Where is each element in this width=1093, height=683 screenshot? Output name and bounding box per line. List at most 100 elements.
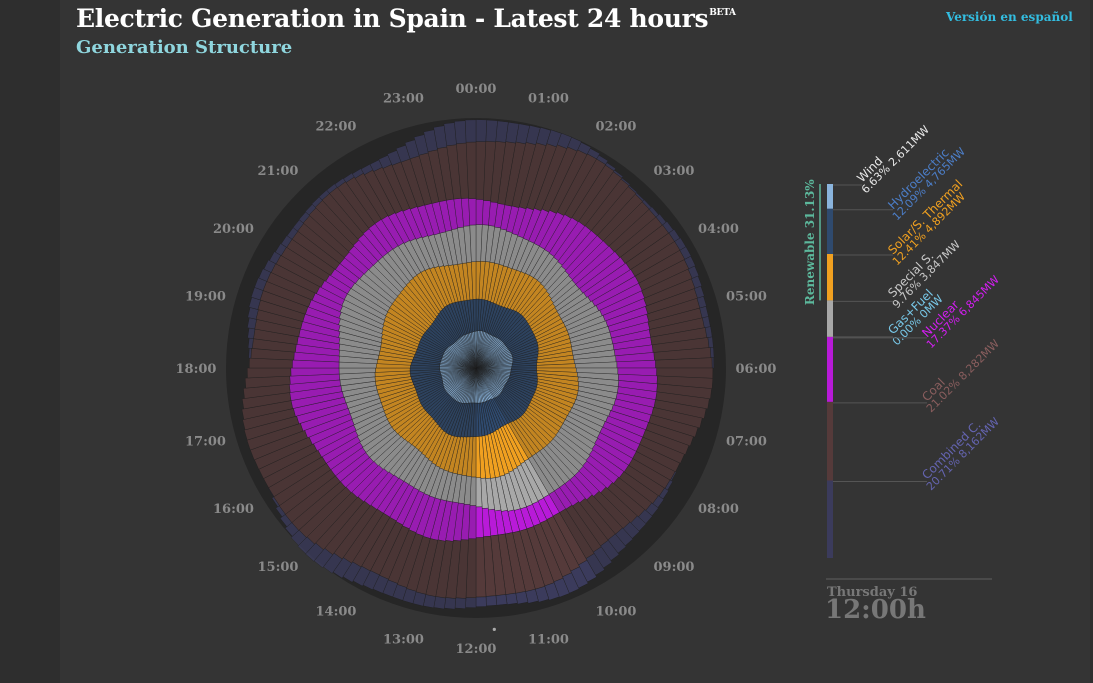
wedge-combined-c [684,255,696,270]
wedge-combined-c [305,542,324,562]
timestamp-time: 12:00h [825,595,926,625]
wedge-combined-c [687,265,700,279]
hour-label-1900: 19:00 [185,290,226,305]
wedge-combined-c [343,172,355,183]
wedge-coal [648,414,699,438]
hour-label-0300: 03:00 [654,164,695,179]
wedge-combined-c [444,597,457,610]
wedge-coal [645,422,694,447]
wedge-combined-c [613,169,624,179]
hour-label-0600: 06:00 [736,362,777,377]
wedge-combined-c [475,119,488,142]
wedge-combined-c [248,347,252,359]
wedge-combined-c [587,148,601,160]
wedge-combined-c [710,346,715,358]
wedge-combined-c [271,496,280,508]
wedge-combined-c [691,275,703,289]
wedge-coal [246,423,304,451]
hour-label-1000: 10:00 [596,605,637,620]
wedge-combined-c [280,235,293,248]
wedge-combined-c [254,277,267,291]
hour-label-0900: 09:00 [654,560,695,575]
wedge-combined-c [465,597,477,608]
wedge-combined-c [297,536,315,555]
hour-label-0100: 01:00 [528,92,569,107]
wedge-coal [244,375,291,389]
wedge-combined-c [515,591,529,605]
wedge-combined-c [620,177,631,186]
wedge-combined-c [605,162,616,172]
beta-badge: BETA [709,8,736,18]
hour-label-1700: 17:00 [185,435,226,450]
timestamp-divider [826,578,992,580]
legend-value-combined-c: 20.71% 8,162MW [924,415,1002,493]
wedge-coal [639,436,685,464]
wedge-combined-c [267,487,275,498]
wedge-combined-c [326,183,338,194]
hour-label-0000: 00:00 [456,82,497,97]
wedge-combined-c [290,529,307,546]
wedge-combined-c [707,336,714,348]
wedge-combined-c [334,177,346,188]
page-title-text: Electric Generation in Spain - Latest 24… [76,4,709,33]
wedge-coal [241,392,292,410]
wedge-coal [243,384,291,399]
legend-value-coal: 21.02% 8,282MW [924,337,1002,415]
hour-label-0800: 08:00 [698,502,739,517]
wedge-combined-c [258,268,272,282]
wedge-combined-c [275,505,286,518]
wedge-combined-c [535,586,550,603]
hour-label-2300: 23:00 [383,92,424,107]
legend-bar-nuclear [827,336,833,402]
hour-label-1500: 15:00 [258,560,299,575]
wedge-combined-c [454,597,467,609]
wedge-coal [241,400,293,420]
timestamp-day: Thursday 16 [827,585,918,600]
wedge-combined-c [464,119,477,143]
hour-label-1100: 11:00 [528,633,569,648]
wedge-combined-c [247,337,254,349]
wedge-combined-c [696,296,707,309]
wedge-nuclear [468,198,477,226]
wedge-combined-c [485,595,498,607]
wedge-coal [656,383,712,400]
wedge-coal [642,429,690,455]
spanish-version-link[interactable]: Versión en español [946,10,1073,24]
hour-label-0400: 04:00 [698,222,739,237]
wedge-special-s [475,477,483,508]
wedge-combined-c [577,142,592,155]
wedge-combined-c [567,137,582,152]
wedge-coal [242,408,296,431]
current-hour-marker [492,627,496,632]
legend-bar-coal [827,401,833,481]
hour-label-1200: 12:00 [456,642,497,657]
hour-label-1300: 13:00 [383,633,424,648]
wedge-combined-c [679,246,692,260]
page-subtitle: Generation Structure [76,37,293,58]
page-title: Electric Generation in Spain - Latest 24… [76,4,736,33]
renewable-group-label: Renewable 31.13% [803,179,817,305]
wedge-combined-c [263,259,276,273]
hour-label-1400: 14:00 [316,605,357,620]
wedge-combined-c [596,154,609,165]
hour-label-1800: 18:00 [176,362,217,377]
wedge-coal [656,375,714,389]
wedge-combined-c [694,285,705,299]
wedge-combined-c [525,588,539,604]
wedge-combined-c [269,251,282,265]
wedge-nuclear [475,506,484,538]
wedge-nuclear [616,359,656,369]
wedge-combined-c [505,592,518,605]
wedge-coal [651,407,703,429]
wedge-combined-c [352,168,364,179]
legend-bar-hydroelectric [827,208,833,254]
wedge-coal [244,415,300,441]
wedge-combined-c [495,594,508,606]
hour-label-2000: 20:00 [213,222,254,237]
hour-labels: 00:00 01:00 02:00 03:00 04:00 05:00 06:00 07:00… [176,82,777,657]
wedge-combined-c [247,327,256,339]
hour-label-2100: 21:00 [258,164,299,179]
legend-bar-wind [827,184,833,209]
